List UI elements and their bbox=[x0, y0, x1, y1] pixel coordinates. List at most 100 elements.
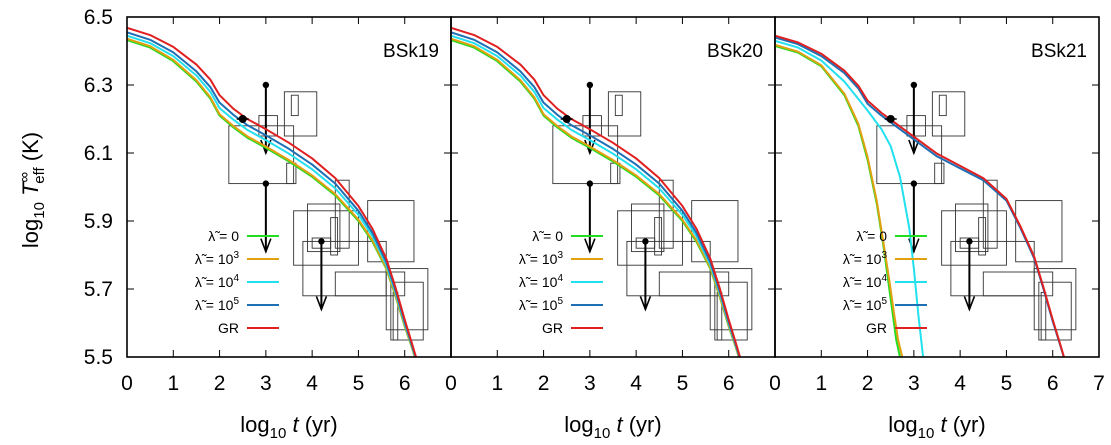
observation-box bbox=[931, 91, 966, 137]
x-tick-label: 0 bbox=[121, 372, 133, 395]
observation-box bbox=[1015, 200, 1063, 263]
x-tick-label: 4 bbox=[954, 372, 966, 395]
observation-box bbox=[617, 210, 683, 266]
series-line-lambda1e5 bbox=[127, 31, 417, 357]
observed-point bbox=[238, 115, 247, 123]
upper-limit-arrowhead bbox=[639, 296, 652, 312]
x-tick-label: 1 bbox=[815, 372, 827, 395]
observed-point bbox=[886, 115, 895, 123]
tick-marks bbox=[451, 17, 775, 357]
observation-box bbox=[934, 162, 945, 185]
legend-label: λ̃ = 103 bbox=[843, 250, 888, 267]
x-tick-label: 5 bbox=[677, 372, 689, 395]
y-tick-labels: 5.5 5.7 5.9 6.1 6.3 6.5 bbox=[84, 6, 113, 369]
observation-box bbox=[607, 91, 642, 137]
x-tick-label: 3 bbox=[260, 372, 272, 395]
observation-box bbox=[631, 203, 665, 253]
x-tick-label: 7 bbox=[1093, 372, 1105, 395]
y-tick-label: 6.5 bbox=[84, 6, 113, 29]
y-tick-label: 6.3 bbox=[84, 74, 113, 97]
x-tick-label: 5 bbox=[1001, 372, 1013, 395]
y-tick-label: 5.7 bbox=[84, 278, 113, 301]
series-line-lambda1e5 bbox=[775, 36, 1065, 357]
series-line-gr bbox=[775, 34, 1066, 357]
observation-box bbox=[1038, 281, 1072, 341]
series-line-lambda1e4 bbox=[775, 39, 925, 357]
legend-label: λ̃ = 0 bbox=[532, 228, 563, 244]
upper-limit-arrowhead bbox=[260, 238, 272, 254]
legend-label: λ̃ = 103 bbox=[519, 250, 564, 267]
y-tick-label: 5.5 bbox=[84, 346, 113, 369]
observation-box bbox=[978, 217, 987, 256]
x-tick-label: 6 bbox=[399, 372, 411, 395]
observation-box bbox=[307, 203, 341, 253]
x-axis-title: log10 t (yr) bbox=[240, 412, 337, 442]
observation-box bbox=[691, 200, 739, 263]
legend-label: GR bbox=[866, 320, 887, 336]
series-line-lambda0 bbox=[451, 39, 740, 357]
observation-box bbox=[228, 125, 295, 185]
observation-box bbox=[293, 210, 359, 266]
observation-box bbox=[626, 240, 711, 297]
x-axis-title: log10 t (yr) bbox=[564, 412, 661, 442]
plot-area bbox=[775, 34, 1077, 357]
observation-box bbox=[390, 281, 424, 341]
x-tick-label: 6 bbox=[1047, 372, 1059, 395]
observation-box bbox=[938, 94, 947, 117]
panel-frame bbox=[126, 16, 452, 358]
observation-box bbox=[982, 271, 1054, 297]
x-tick-label: 4 bbox=[630, 372, 642, 395]
legend-label: GR bbox=[218, 320, 239, 336]
series-line-gr bbox=[451, 26, 742, 357]
observation-box bbox=[367, 200, 415, 263]
observation-box bbox=[654, 217, 663, 256]
legend-label: λ̃ = 104 bbox=[195, 273, 240, 290]
observation-box bbox=[334, 271, 406, 297]
x-tick-label: 1 bbox=[491, 372, 503, 395]
upper-limit-arrowhead bbox=[584, 238, 596, 254]
plot-area bbox=[451, 26, 753, 357]
series-line-lambda1e3 bbox=[775, 43, 904, 357]
observation-box bbox=[658, 179, 674, 249]
observation-box bbox=[714, 281, 748, 341]
panel-frame bbox=[774, 16, 1100, 358]
x-tick-label: 2 bbox=[214, 372, 226, 395]
series-line-lambda1e5 bbox=[451, 31, 741, 357]
y-tick-label: 6.1 bbox=[84, 142, 113, 165]
x-tick-label: 1 bbox=[167, 372, 179, 395]
legend-label: GR bbox=[542, 320, 563, 336]
legend-label: λ̃ = 105 bbox=[519, 296, 564, 313]
legend-label: λ̃ = 105 bbox=[195, 296, 240, 313]
tick-marks bbox=[127, 17, 451, 357]
legend: λ̃ = 0 λ̃ = 103 λ̃ = 104 λ̃ = 105 GR bbox=[519, 228, 603, 336]
x-tick-label: 3 bbox=[908, 372, 920, 395]
series-line-lambda0 bbox=[127, 39, 416, 357]
plot-area bbox=[127, 26, 429, 357]
x-tick-label: 2 bbox=[862, 372, 874, 395]
observation-box bbox=[982, 179, 998, 249]
series-line-gr bbox=[127, 26, 418, 357]
tick-marks bbox=[775, 17, 1099, 357]
panel-bsk19: 0 1 2 3 4 5 6 BSk19 λ̃ = 0 λ̃ = 103 λ̃ = 104 λ̃ = 1… bbox=[121, 16, 452, 442]
panel-label: BSk21 bbox=[1031, 41, 1087, 62]
observation-box bbox=[950, 240, 1035, 297]
legend: λ̃ = 0 λ̃ = 103 λ̃ = 104 λ̃ = 105 GR bbox=[843, 228, 927, 336]
legend-label: λ̃ = 105 bbox=[843, 296, 888, 313]
x-tick-label: 4 bbox=[306, 372, 318, 395]
observation-box bbox=[552, 125, 619, 185]
panel-frame bbox=[450, 16, 776, 358]
observation-box bbox=[1040, 291, 1047, 341]
legend-label: λ̃ = 104 bbox=[843, 273, 888, 290]
legend: λ̃ = 0 λ̃ = 103 λ̃ = 104 λ̃ = 105 GR bbox=[195, 228, 279, 336]
upper-limit-arrowhead bbox=[908, 139, 920, 156]
observation-box bbox=[614, 94, 623, 117]
series-line-lambda1e4 bbox=[451, 34, 741, 357]
legend-label: λ̃ = 103 bbox=[195, 250, 240, 267]
upper-limit-arrowhead bbox=[315, 296, 328, 312]
legend-label: λ̃ = 0 bbox=[856, 228, 887, 244]
y-axis-title: log10 T∞eff (K) bbox=[16, 132, 48, 248]
observed-point bbox=[562, 115, 571, 123]
y-tick-label: 5.9 bbox=[84, 210, 113, 233]
